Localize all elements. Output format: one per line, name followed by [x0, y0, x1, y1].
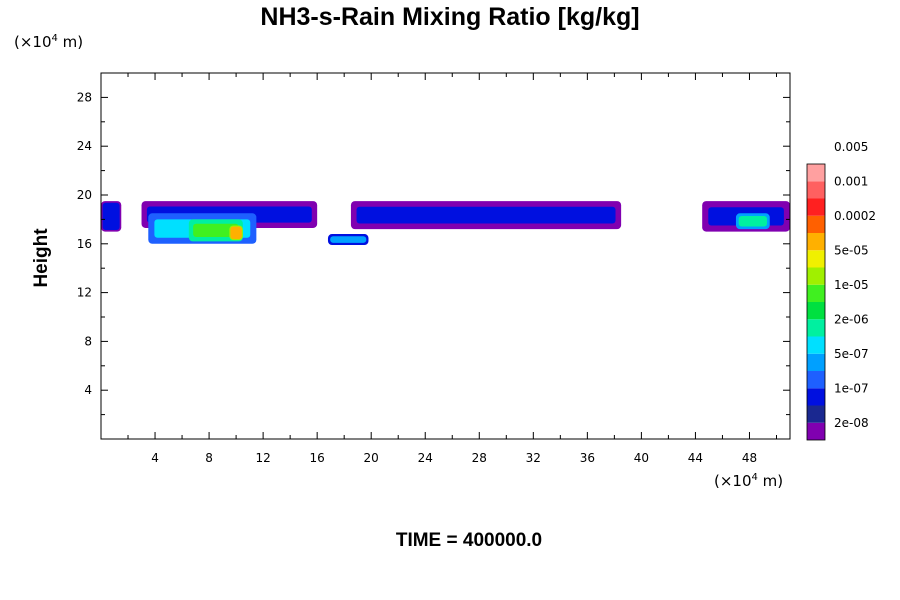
plot-frame: [100, 72, 791, 440]
colorbar-label: 0.001: [834, 174, 868, 188]
field-region: [738, 216, 768, 227]
chart-title: NH3-s-Rain Mixing Ratio [kg/kg]: [260, 3, 640, 31]
colorbar-swatch: [807, 233, 825, 251]
y-tick-label: 8: [84, 334, 92, 348]
colorbar-swatch: [807, 215, 825, 233]
colorbar: 2e-08 1e-07 5e-07 2e-06 1e-05 5e-05 0.0002 0.00…: [806, 140, 876, 441]
field-region: [193, 223, 239, 238]
colorbar-label: 2e-08: [834, 416, 869, 430]
colorbar-label: 0.005: [834, 140, 868, 154]
colorbar-label: 1e-05: [834, 278, 869, 292]
colorbar-swatch: [807, 164, 825, 182]
x-tick-label: 8: [205, 451, 213, 465]
colorbar-swatch: [807, 371, 825, 389]
colorbar-swatch: [807, 267, 825, 285]
y-tick-label: 24: [77, 139, 92, 153]
x-tick-label: 16: [310, 451, 325, 465]
y-tick-label: 16: [77, 237, 92, 251]
x-tick-label: 4: [151, 451, 159, 465]
x-tick-label: 36: [580, 451, 595, 465]
y-tick-label: 4: [84, 383, 92, 397]
colorbar-frame: [806, 163, 826, 441]
y-axis-unit: (×104 m): [14, 33, 84, 51]
colorbar-swatch: [807, 319, 825, 337]
mixing-ratio-field: [101, 201, 790, 246]
colorbar-label: 0.0002: [834, 209, 876, 223]
colorbar-swatch: [807, 422, 825, 440]
colorbar-swatch: [807, 302, 825, 320]
x-tick-label: 44: [688, 451, 703, 465]
colorbar-label: 2e-06: [834, 312, 869, 326]
colorbar-swatch: [807, 405, 825, 423]
colorbar-swatch: [807, 198, 825, 216]
colorbar-swatch: [807, 181, 825, 199]
y-tick-label: 20: [77, 188, 92, 202]
colorbar-swatch: [807, 388, 825, 406]
x-tick-label: 28: [472, 451, 487, 465]
field-region: [356, 206, 616, 224]
x-tick-label: 24: [418, 451, 433, 465]
x-tick-label: 48: [742, 451, 757, 465]
colorbar-swatch: [807, 250, 825, 268]
colorbar-label: 5e-07: [834, 347, 869, 361]
x-tick-label: 12: [255, 451, 270, 465]
y-tick-label: 12: [77, 286, 92, 300]
colorbar-label: 1e-07: [834, 381, 869, 395]
y-tick-label: 28: [77, 90, 92, 104]
colorbar-swatch: [807, 336, 825, 354]
x-tick-label: 20: [364, 451, 379, 465]
x-tick-label: 40: [634, 451, 649, 465]
field-region: [330, 236, 367, 243]
colorbar-label: 5e-05: [834, 243, 869, 257]
colorbar-swatch: [807, 353, 825, 371]
x-axis-unit: (×104 m): [714, 472, 784, 490]
x-tick-label: 32: [526, 451, 541, 465]
field-region: [230, 226, 242, 240]
time-label: TIME = 400000.0: [395, 530, 543, 551]
field-region: [102, 202, 120, 230]
colorbar-swatch: [807, 284, 825, 302]
